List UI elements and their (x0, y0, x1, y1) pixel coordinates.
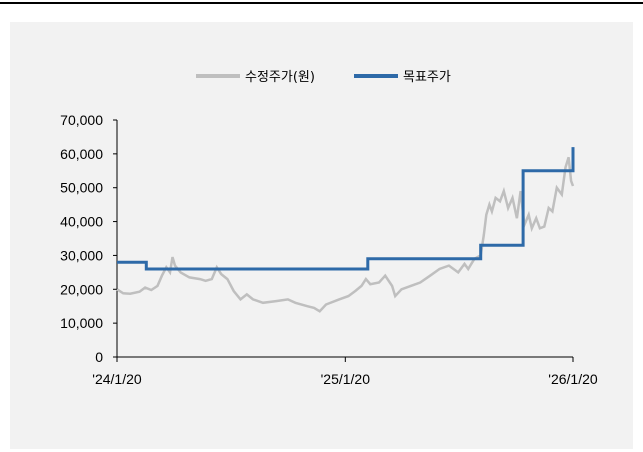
series-layer (116, 147, 575, 313)
x-tick-label: '24/1/20 (92, 371, 142, 387)
legend-label-target-price: 목표주가 (403, 70, 451, 85)
adjusted-price-line (116, 156, 575, 313)
y-tick-label: 40,000 (60, 214, 103, 230)
top-rule (0, 2, 643, 4)
y-tick-label: 30,000 (60, 247, 103, 263)
y-tick-label: 10,000 (60, 315, 103, 331)
axes: 0 10,000 20,000 30,000 40,000 50,000 60,000 70,… (60, 112, 598, 387)
y-tick-label: 60,000 (60, 146, 103, 162)
chart-panel (10, 22, 633, 449)
y-tick-label: 20,000 (60, 281, 103, 297)
y-tick-label: 50,000 (60, 180, 103, 196)
legend-label-adjusted-price: 수정주가(원) (245, 70, 315, 85)
y-tick-label: 0 (95, 349, 103, 365)
legend: 수정주가(원) 목표주가 (196, 70, 451, 85)
target-price-line (117, 147, 575, 271)
y-tick-label: 70,000 (60, 112, 103, 128)
x-tick-label: '25/1/20 (321, 371, 371, 387)
x-tick-label: '26/1/20 (548, 371, 598, 387)
